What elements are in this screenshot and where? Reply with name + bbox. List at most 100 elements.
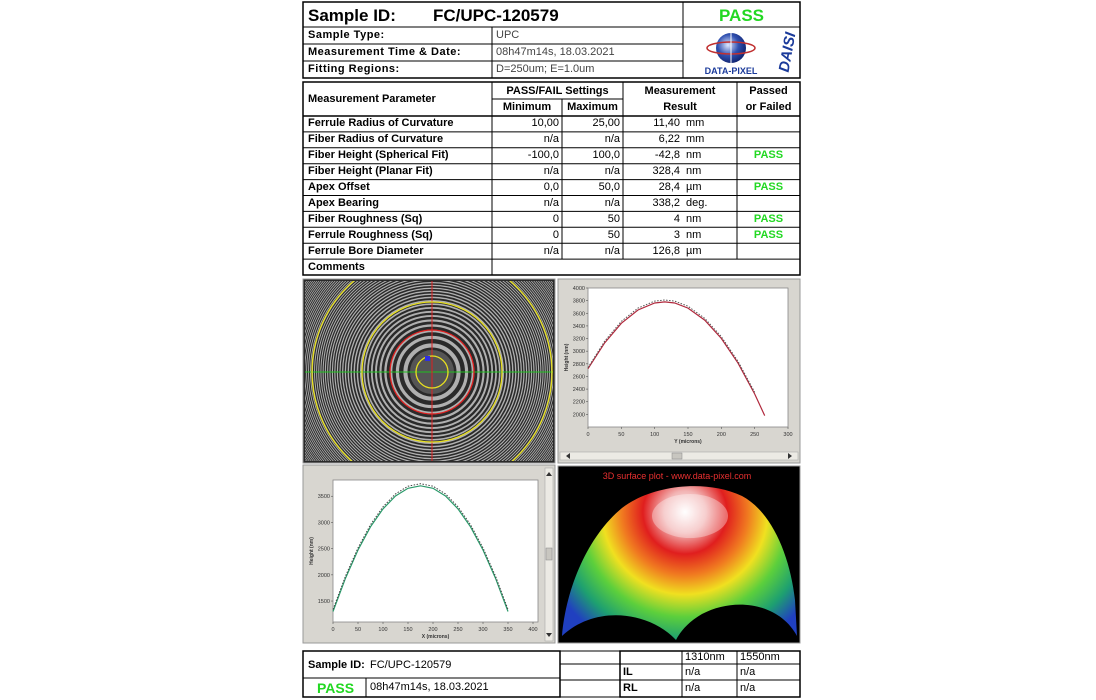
x-tick-label: 200 <box>428 627 437 633</box>
x-tick-label: 50 <box>618 432 624 438</box>
max-limit: 50 <box>607 228 620 241</box>
header-value: UPC <box>496 29 520 41</box>
table-border <box>302 1 801 79</box>
sample-id: FC/UPC-120579 <box>433 5 559 25</box>
min-limit: 0 <box>552 212 559 225</box>
parameter-name: Apex Offset <box>308 181 370 194</box>
min-limit: n/a <box>543 196 559 209</box>
footer-sample-id: FC/UPC-120579 <box>370 658 452 671</box>
max-limit: n/a <box>604 165 620 178</box>
loss-value: n/a <box>685 665 701 678</box>
parameter-name: Fiber Radius of Curvature <box>308 133 444 146</box>
result-unit: nm <box>686 149 702 162</box>
result-unit: mm <box>686 133 705 146</box>
fit-region <box>415 355 449 389</box>
loss-column: 1550nm <box>740 651 780 663</box>
pass-status: PASS <box>753 228 784 241</box>
result-unit: nm <box>686 165 702 178</box>
x-axis-label: Y (microns) <box>674 439 702 445</box>
max-limit: n/a <box>604 244 620 257</box>
result-unit: nm <box>686 228 702 241</box>
y-tick-label: 3400 <box>573 324 585 330</box>
x-tick-label: 150 <box>683 432 692 438</box>
y-tick-label: 3000 <box>318 520 330 526</box>
x-tick-label: 0 <box>586 432 589 438</box>
surface-shape <box>562 486 797 640</box>
loss-value: n/a <box>740 681 756 694</box>
scroll-thumb <box>671 452 683 460</box>
y-tick-label: 2200 <box>573 400 585 406</box>
max-limit: 100,0 <box>592 149 620 162</box>
max-limit: 25,00 <box>592 117 620 130</box>
scroll-thumb <box>545 547 553 561</box>
profile-curve <box>587 301 766 416</box>
x-tick-label: 300 <box>783 432 792 438</box>
min-limit: n/a <box>543 244 559 257</box>
x-tick-label: 400 <box>528 627 537 633</box>
loss-value: n/a <box>740 665 756 678</box>
min-limit: n/a <box>543 165 559 178</box>
table-border <box>302 81 801 276</box>
header-value: 08h47m14s, 18.03.2021 <box>496 46 615 58</box>
surface-highlight <box>652 494 728 538</box>
y-tick-label: 3800 <box>573 299 585 305</box>
parameter-name: Fiber Height (Spherical Fit) <box>308 149 449 162</box>
loss-row-label: IL <box>623 665 633 678</box>
header-value: D=250um; E=1.0um <box>496 63 595 75</box>
loss-column: 1310nm <box>685 651 725 663</box>
column-header: Maximum <box>567 101 618 113</box>
y-tick-label: 2400 <box>573 387 585 393</box>
column-header: PASS/FAIL Settings <box>506 84 609 97</box>
fringe-image <box>305 281 553 461</box>
x-tick-label: 150 <box>403 627 412 633</box>
result-unit: µm <box>686 244 702 257</box>
parameter-name: Ferrule Bore Diameter <box>308 244 424 257</box>
column-header: or Failed <box>745 101 792 113</box>
y-tick-label: 2000 <box>318 573 330 579</box>
column-header: Measurement <box>644 84 716 97</box>
column-header: Measurement Parameter <box>308 92 436 105</box>
x-axis-label: X (microns) <box>422 634 450 640</box>
result-value: 3 <box>673 228 680 241</box>
max-limit: 50,0 <box>598 181 620 194</box>
pass-status: PASS <box>753 212 784 225</box>
profile-curve <box>332 485 509 612</box>
y-tick-label: 2800 <box>573 362 585 368</box>
y-axis-label: Height (nm) <box>564 343 570 371</box>
pass-status: PASS <box>753 149 784 162</box>
surface-title: 3D surface plot - www.data-pixel.com <box>603 471 752 481</box>
result-value: 4 <box>673 212 680 225</box>
table-border <box>559 650 621 698</box>
logo-name: DATA-PIXEL <box>705 66 758 76</box>
min-limit: 0 <box>552 228 559 241</box>
x-tick-label: 350 <box>503 627 512 633</box>
y-tick-label: 2600 <box>573 374 585 380</box>
plot-area <box>587 287 789 428</box>
y-tick-label: 4000 <box>573 286 585 292</box>
header-label: Measurement Time & Date: <box>308 46 462 58</box>
min-limit: 0,0 <box>543 181 559 194</box>
x-tick-label: 50 <box>355 627 361 633</box>
overall-status: PASS <box>718 5 765 25</box>
max-limit: 50 <box>607 212 620 225</box>
parameter-name: Apex Bearing <box>308 196 379 209</box>
y-tick-label: 1500 <box>318 599 330 605</box>
y-tick-label: 2500 <box>318 547 330 553</box>
x-tick-label: 250 <box>750 432 759 438</box>
result-value: 126,8 <box>652 244 680 257</box>
profile-curve <box>587 299 756 393</box>
plot-area <box>332 479 539 623</box>
result-value: 338,2 <box>652 196 680 209</box>
x-tick-label: 100 <box>650 432 659 438</box>
max-limit: n/a <box>604 196 620 209</box>
x-tick-label: 0 <box>331 627 334 633</box>
column-header: Minimum <box>502 101 552 113</box>
result-unit: µm <box>686 181 702 194</box>
footer-status: PASS <box>316 679 355 696</box>
x-tick-label: 100 <box>378 627 387 633</box>
parameter-name: Ferrule Roughness (Sq) <box>308 228 433 241</box>
pass-status: PASS <box>753 181 784 194</box>
max-limit: n/a <box>604 133 620 146</box>
x-tick-label: 300 <box>478 627 487 633</box>
